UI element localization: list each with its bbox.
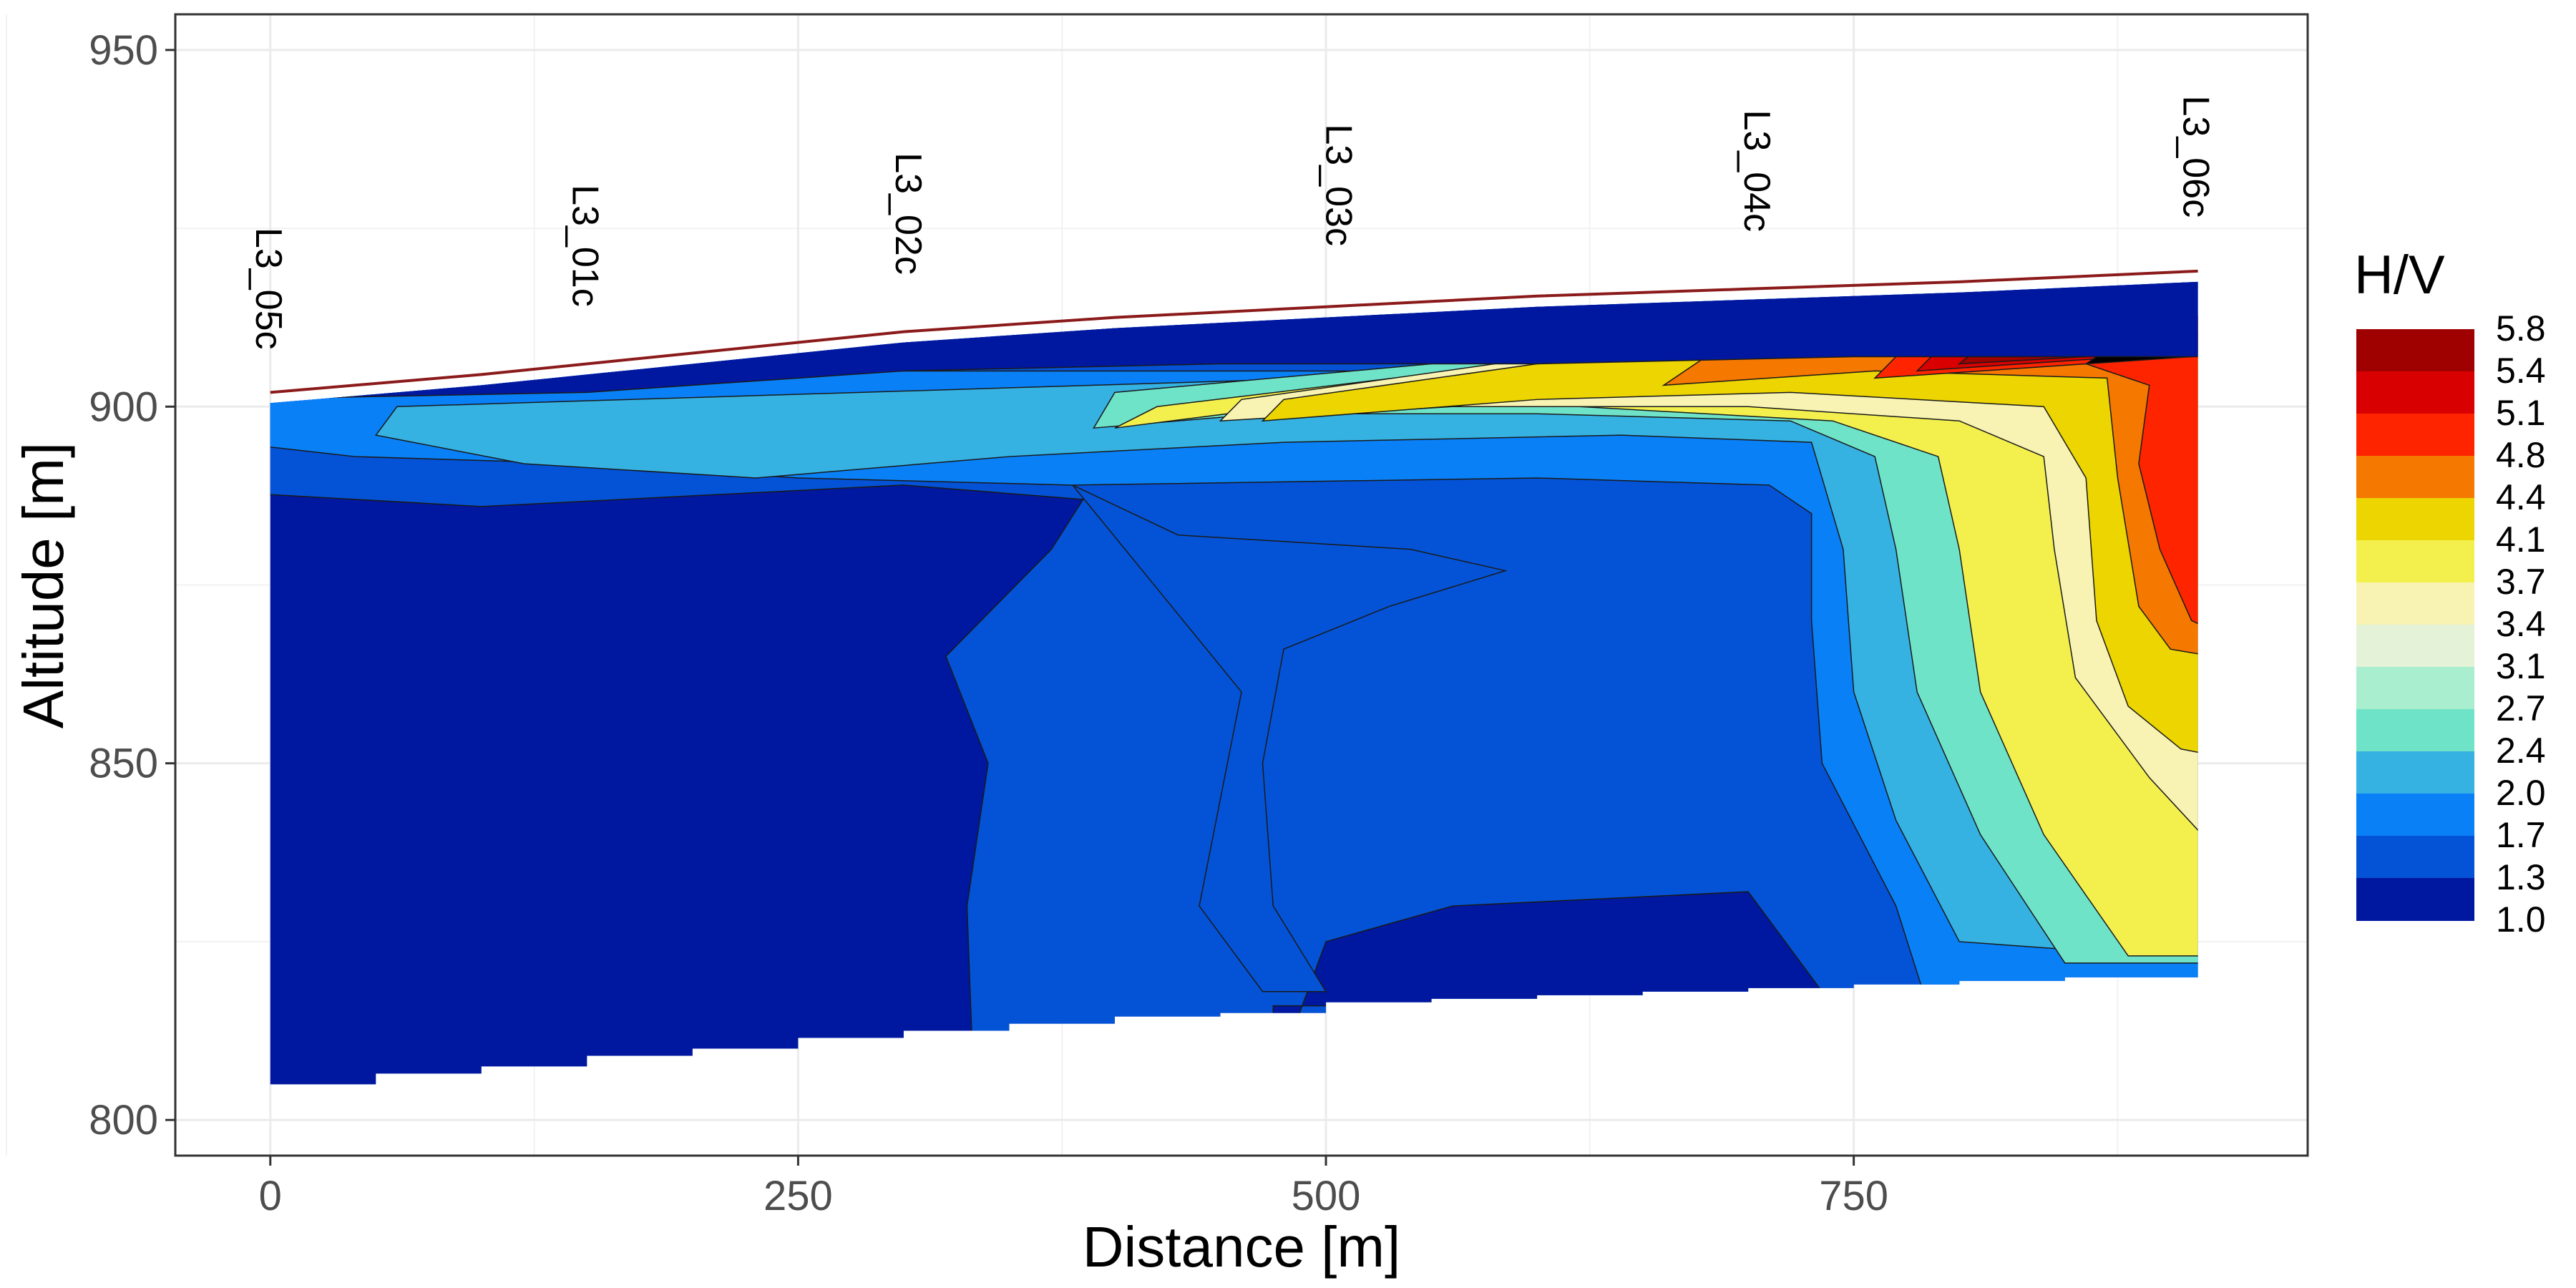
- legend-break-label: 2.7: [2496, 688, 2546, 728]
- legend-break-label: 1.3: [2496, 857, 2546, 897]
- contour-band-1.0-lower: [1272, 891, 1834, 1085]
- y-tick-label: 800: [89, 1097, 158, 1143]
- legend-break-label: 4.1: [2496, 519, 2546, 560]
- legend-title: H/V: [2354, 245, 2445, 306]
- legend-swatch: [2356, 540, 2474, 583]
- station-label: L3_02c: [887, 152, 929, 275]
- legend-swatch: [2356, 456, 2474, 499]
- y-tick-label: 850: [89, 741, 158, 787]
- x-axis: 0 250 500 750: [259, 1156, 1888, 1219]
- legend-break-label: 1.0: [2496, 899, 2546, 940]
- station-label: L3_01c: [564, 185, 605, 307]
- legend-swatch: [2356, 414, 2474, 457]
- legend-break-label: 3.7: [2496, 562, 2546, 602]
- legend-break-label: 5.4: [2496, 351, 2546, 391]
- station-label: L3_04c: [1736, 109, 1777, 232]
- legend-swatch: [2356, 667, 2474, 710]
- station-label: L3_03c: [1318, 124, 1360, 246]
- legend-break-label: 2.4: [2496, 731, 2546, 771]
- color-legend: H/V 5.85.45.14.84.44.13.73.43.12.72.42.0…: [2354, 245, 2546, 940]
- legend-break-label: 3.4: [2496, 604, 2546, 644]
- surface-profile-line: [270, 269, 2198, 394]
- legend-break-label: 1.7: [2496, 815, 2546, 855]
- legend-swatch: [2356, 625, 2474, 668]
- legend-swatch: [2356, 709, 2474, 752]
- legend-break-label: 5.8: [2496, 308, 2546, 348]
- station-label: L3_06c: [2175, 96, 2217, 218]
- legend-break-label: 4.4: [2496, 477, 2546, 517]
- legend-swatch: [2356, 878, 2474, 921]
- panel-border: [174, 13, 2309, 1157]
- legend-swatch: [2356, 371, 2474, 414]
- legend-swatch: [2356, 329, 2474, 372]
- legend-swatch: [2356, 794, 2474, 836]
- y-axis-title: Altitude [m]: [11, 442, 75, 728]
- x-axis-title: Distance [m]: [1083, 1215, 1401, 1279]
- y-tick-label: 950: [89, 27, 158, 74]
- legend-swatch: [2356, 498, 2474, 541]
- x-tick-label: 750: [1819, 1173, 1888, 1219]
- legend-break-label: 4.8: [2496, 435, 2546, 475]
- y-axis: 800 850 900 950: [89, 27, 175, 1143]
- station-labels: L3_05c L3_01c L3_02c L3_03c L3_04c L3_06c: [248, 96, 2217, 350]
- legend-swatch: [2356, 582, 2474, 625]
- legend-break-label: 2.0: [2496, 773, 2546, 813]
- legend-break-label: 5.1: [2496, 393, 2546, 433]
- x-tick-label: 500: [1292, 1173, 1361, 1219]
- x-tick-label: 250: [763, 1173, 833, 1219]
- legend-swatch: [2356, 751, 2474, 794]
- station-label: L3_05c: [248, 228, 289, 350]
- x-tick-label: 0: [259, 1173, 282, 1219]
- legend-break-label: 3.1: [2496, 646, 2546, 686]
- contour-band-1.3-mid: [1072, 484, 1508, 992]
- legend-swatch: [2356, 836, 2474, 879]
- y-tick-label: 900: [89, 384, 158, 430]
